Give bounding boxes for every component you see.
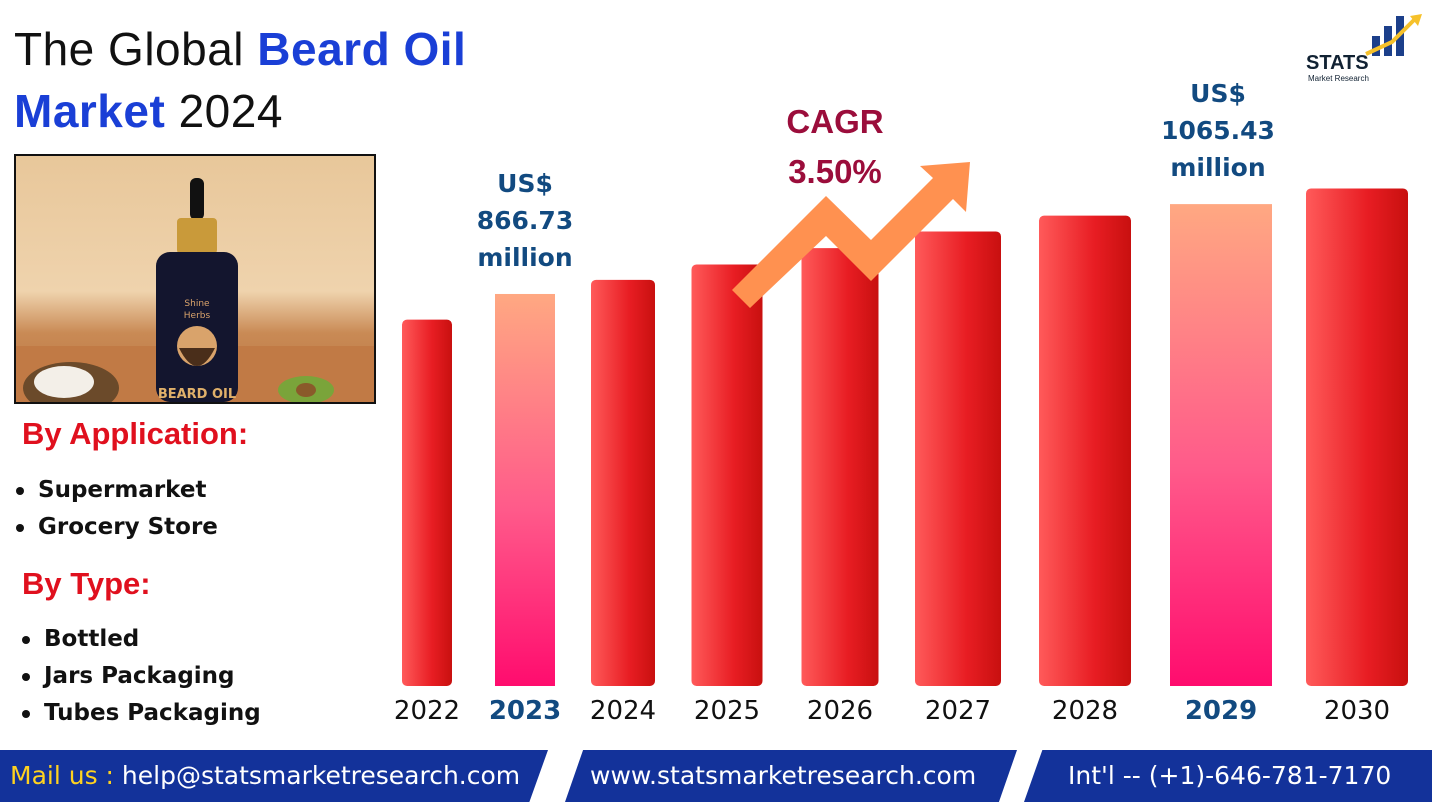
list-item: Bottled xyxy=(20,621,261,658)
by-application-heading: By Application: xyxy=(22,416,249,451)
bar-2024 xyxy=(591,279,655,686)
footer-contact-bar: Mail us : help@statsmarketresearch.com w… xyxy=(0,750,1432,802)
product-photo: Shine Herbs BEARD OIL xyxy=(14,154,376,404)
bar-2022 xyxy=(402,319,452,686)
footer-phone-panel xyxy=(1024,750,1432,802)
cagr-label: CAGR xyxy=(786,103,883,140)
bar-2029 xyxy=(1170,204,1272,686)
cagr-value: 3.50% xyxy=(788,153,882,190)
bar-2023 xyxy=(495,293,555,686)
bar-chart-logo-icon xyxy=(1365,14,1422,56)
logo-subtitle: Market Research xyxy=(1308,74,1369,83)
x-tick-label: 2029 xyxy=(1185,696,1257,726)
bar-2030 xyxy=(1306,188,1408,686)
value-callout-2023: US$ xyxy=(497,169,553,198)
x-tick-label: 2022 xyxy=(394,696,460,726)
application-list: Supermarket Grocery Store xyxy=(14,472,218,546)
value-callout-2023: million xyxy=(477,243,572,272)
value-callout-2029: 1065.43 xyxy=(1161,116,1275,145)
title-highlight-product: Beard Oil xyxy=(257,23,467,75)
svg-text:Herbs: Herbs xyxy=(184,311,211,321)
bar-2025 xyxy=(691,264,763,686)
list-item: Grocery Store xyxy=(14,509,218,546)
x-tick-label: 2024 xyxy=(590,696,656,726)
svg-text:Shine: Shine xyxy=(184,299,210,309)
x-tick-label: 2023 xyxy=(489,696,561,726)
type-list: Bottled Jars Packaging Tubes Packaging xyxy=(20,621,261,732)
by-type-heading: By Type: xyxy=(22,566,151,601)
title-prefix: The Global xyxy=(14,23,258,75)
page-title: The Global Beard Oil Market 2024 xyxy=(14,18,466,142)
website-link[interactable]: www.statsmarketresearch.com xyxy=(590,761,977,790)
bar-2028 xyxy=(1039,215,1131,686)
list-item: Tubes Packaging xyxy=(20,695,261,732)
footer-web-panel xyxy=(565,750,1017,802)
x-tick-label: 2027 xyxy=(925,696,991,726)
footer-mail-panel xyxy=(0,750,548,802)
x-tick-label: 2030 xyxy=(1324,696,1390,726)
svg-text:BEARD OIL: BEARD OIL xyxy=(158,387,236,402)
bar-2026 xyxy=(801,248,879,687)
list-item: Jars Packaging xyxy=(20,658,261,695)
x-tick-label: 2025 xyxy=(694,696,760,726)
logo-name: STATS xyxy=(1306,52,1369,74)
list-item: Supermarket xyxy=(14,472,218,509)
phone-number[interactable]: Int'l -- (+1)-646-781-7170 xyxy=(1068,761,1392,790)
growth-arrow xyxy=(732,162,970,308)
email-link[interactable]: help@statsmarketresearch.com xyxy=(121,761,521,790)
x-tick-label: 2028 xyxy=(1052,696,1118,726)
bar-2027 xyxy=(915,231,1001,686)
title-highlight-market: Market xyxy=(14,85,166,137)
value-callout-2029: million xyxy=(1170,153,1265,182)
title-suffix: 2024 xyxy=(165,85,283,137)
value-callout-2029: US$ xyxy=(1190,79,1246,108)
mail-label: Mail us : xyxy=(10,761,122,790)
value-callout-2023: 866.73 xyxy=(477,206,573,235)
x-tick-label: 2026 xyxy=(807,696,873,726)
footer-mail[interactable]: Mail us : help@statsmarketresearch.com xyxy=(10,750,520,802)
market-size-bar-chart: 2022 2023 2024 2025 2026 2027 2028 2029 2030 CAG… xyxy=(394,79,1408,726)
beard-oil-bottle-icon: Shine Herbs BEARD OIL xyxy=(16,178,374,402)
stats-logo: STATS Market Research xyxy=(1306,12,1424,84)
